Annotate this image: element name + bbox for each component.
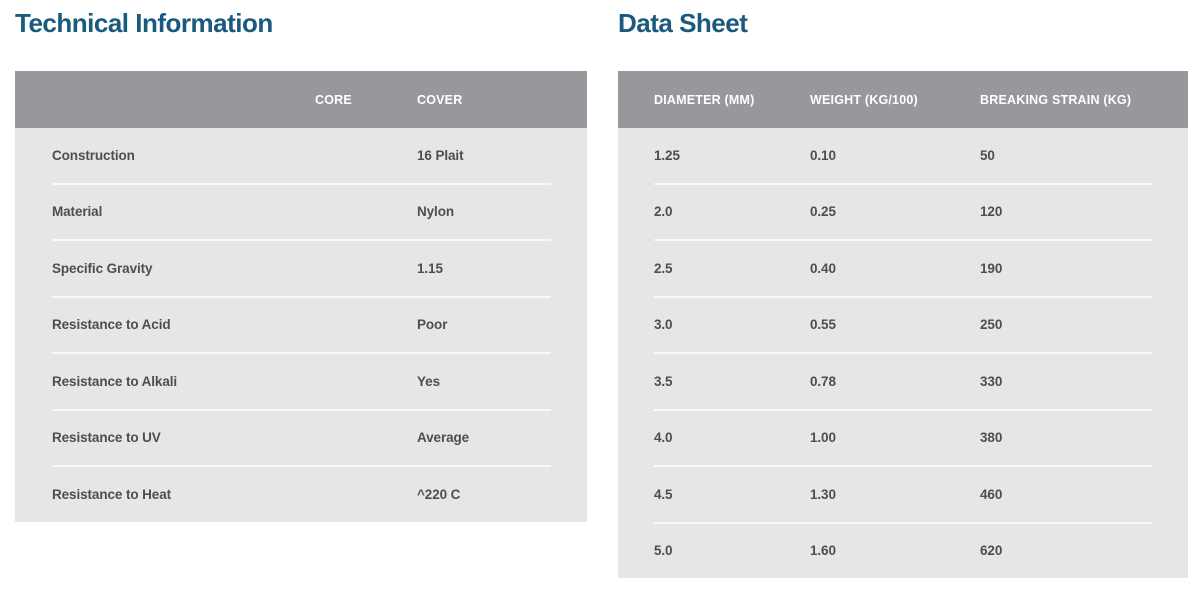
technical-information-table: CORE COVER Construction 16 Plait Material N… [15,71,587,522]
cell-weight: 1.60 [810,543,836,559]
data-sheet-section: Data Sheet DIAMETER (MM) WEIGHT (KG/100)… [618,6,1188,578]
cell-weight: 0.10 [810,147,836,163]
cell-diameter: 1.25 [654,147,680,163]
row-separator [52,239,551,241]
row-separator [52,408,551,411]
cell-cover-value: 16 Plait [417,147,464,163]
row-separator [52,182,551,185]
cell-breaking-strain: 50 [980,147,995,163]
table-row: 1.25 0.10 50 [618,128,1188,183]
technical-information-table-body: Construction 16 Plait Material Nylon Specifi… [15,128,587,522]
column-header-cover: COVER [417,92,463,107]
data-sheet-table-body: 1.25 0.10 50 2.0 0.25 120 2.5 0.40 190 3.0 0.55 250… [618,128,1188,578]
cell-cover-value: Poor [417,317,448,333]
cell-property-label: Material [52,204,103,220]
table-row: 4.0 1.00 380 [618,411,1188,466]
cell-diameter: 4.0 [654,430,673,446]
row-separator [654,239,1152,241]
cell-breaking-strain: 380 [980,430,1003,446]
cell-cover-value: Nylon [417,204,455,220]
cell-property-label: Specific Gravity [52,260,153,276]
table-row: Construction 16 Plait [15,128,587,183]
cell-cover-value: 1.15 [417,260,443,276]
cell-breaking-strain: 120 [980,204,1003,220]
cell-property-label: Resistance to Heat [52,486,171,502]
cell-breaking-strain: 620 [980,543,1003,559]
technical-information-section: Technical Information CORE COVER Constru… [15,6,587,578]
cell-diameter: 2.0 [654,204,673,220]
cell-cover-value: ^220 C [417,486,461,502]
column-header-core: CORE [315,92,352,107]
cell-weight: 1.30 [810,486,836,502]
table-row: Resistance to Heat ^220 C [15,467,587,522]
table-row: 3.0 0.55 250 [618,298,1188,353]
data-sheet-title: Data Sheet [618,8,748,38]
table-row: Resistance to UV Average [15,411,587,466]
table-row: 4.5 1.30 460 [618,467,1188,522]
cell-weight: 0.55 [810,317,836,333]
table-row: Resistance to Acid Poor [15,298,587,353]
column-header-diameter: DIAMETER (MM) [654,92,755,107]
cell-cover-value: Yes [417,373,440,389]
table-row: 5.0 1.60 620 [618,524,1188,579]
technical-information-table-header: CORE COVER [15,71,587,128]
cell-diameter: 3.5 [654,373,673,389]
row-separator [654,521,1152,524]
cell-breaking-strain: 330 [980,373,1003,389]
row-separator [654,408,1152,411]
cell-diameter: 2.5 [654,260,673,276]
cell-weight: 0.78 [810,373,836,389]
table-row: Resistance to Alkali Yes [15,354,587,409]
row-separator [52,295,551,298]
cell-breaking-strain: 250 [980,317,1003,333]
table-row: Material Nylon [15,185,587,240]
row-separator [52,465,551,467]
row-separator [654,295,1152,298]
cell-property-label: Construction [52,147,135,163]
cell-weight: 0.25 [810,204,836,220]
row-separator [52,352,551,354]
cell-weight: 0.40 [810,260,836,276]
data-sheet-table-header: DIAMETER (MM) WEIGHT (KG/100) BREAKING S… [618,71,1188,128]
table-row: 2.5 0.40 190 [618,241,1188,296]
row-separator [654,465,1152,467]
cell-property-label: Resistance to Acid [52,317,171,333]
technical-information-title: Technical Information [15,8,273,38]
cell-breaking-strain: 190 [980,260,1003,276]
table-row: 2.0 0.25 120 [618,185,1188,240]
cell-diameter: 3.0 [654,317,673,333]
cell-diameter: 4.5 [654,486,673,502]
cell-weight: 1.00 [810,430,836,446]
cell-cover-value: Average [417,430,470,446]
row-separator [654,352,1152,354]
table-row: Specific Gravity 1.15 [15,241,587,296]
cell-property-label: Resistance to Alkali [52,373,178,389]
column-header-breaking-strain: BREAKING STRAIN (KG) [980,92,1132,107]
table-row: 3.5 0.78 330 [618,354,1188,409]
column-header-weight: WEIGHT (KG/100) [810,92,918,107]
row-separator [654,182,1152,185]
data-sheet-table: DIAMETER (MM) WEIGHT (KG/100) BREAKING S… [618,71,1188,578]
cell-breaking-strain: 460 [980,486,1003,502]
cell-diameter: 5.0 [654,543,673,559]
cell-property-label: Resistance to UV [52,430,161,446]
